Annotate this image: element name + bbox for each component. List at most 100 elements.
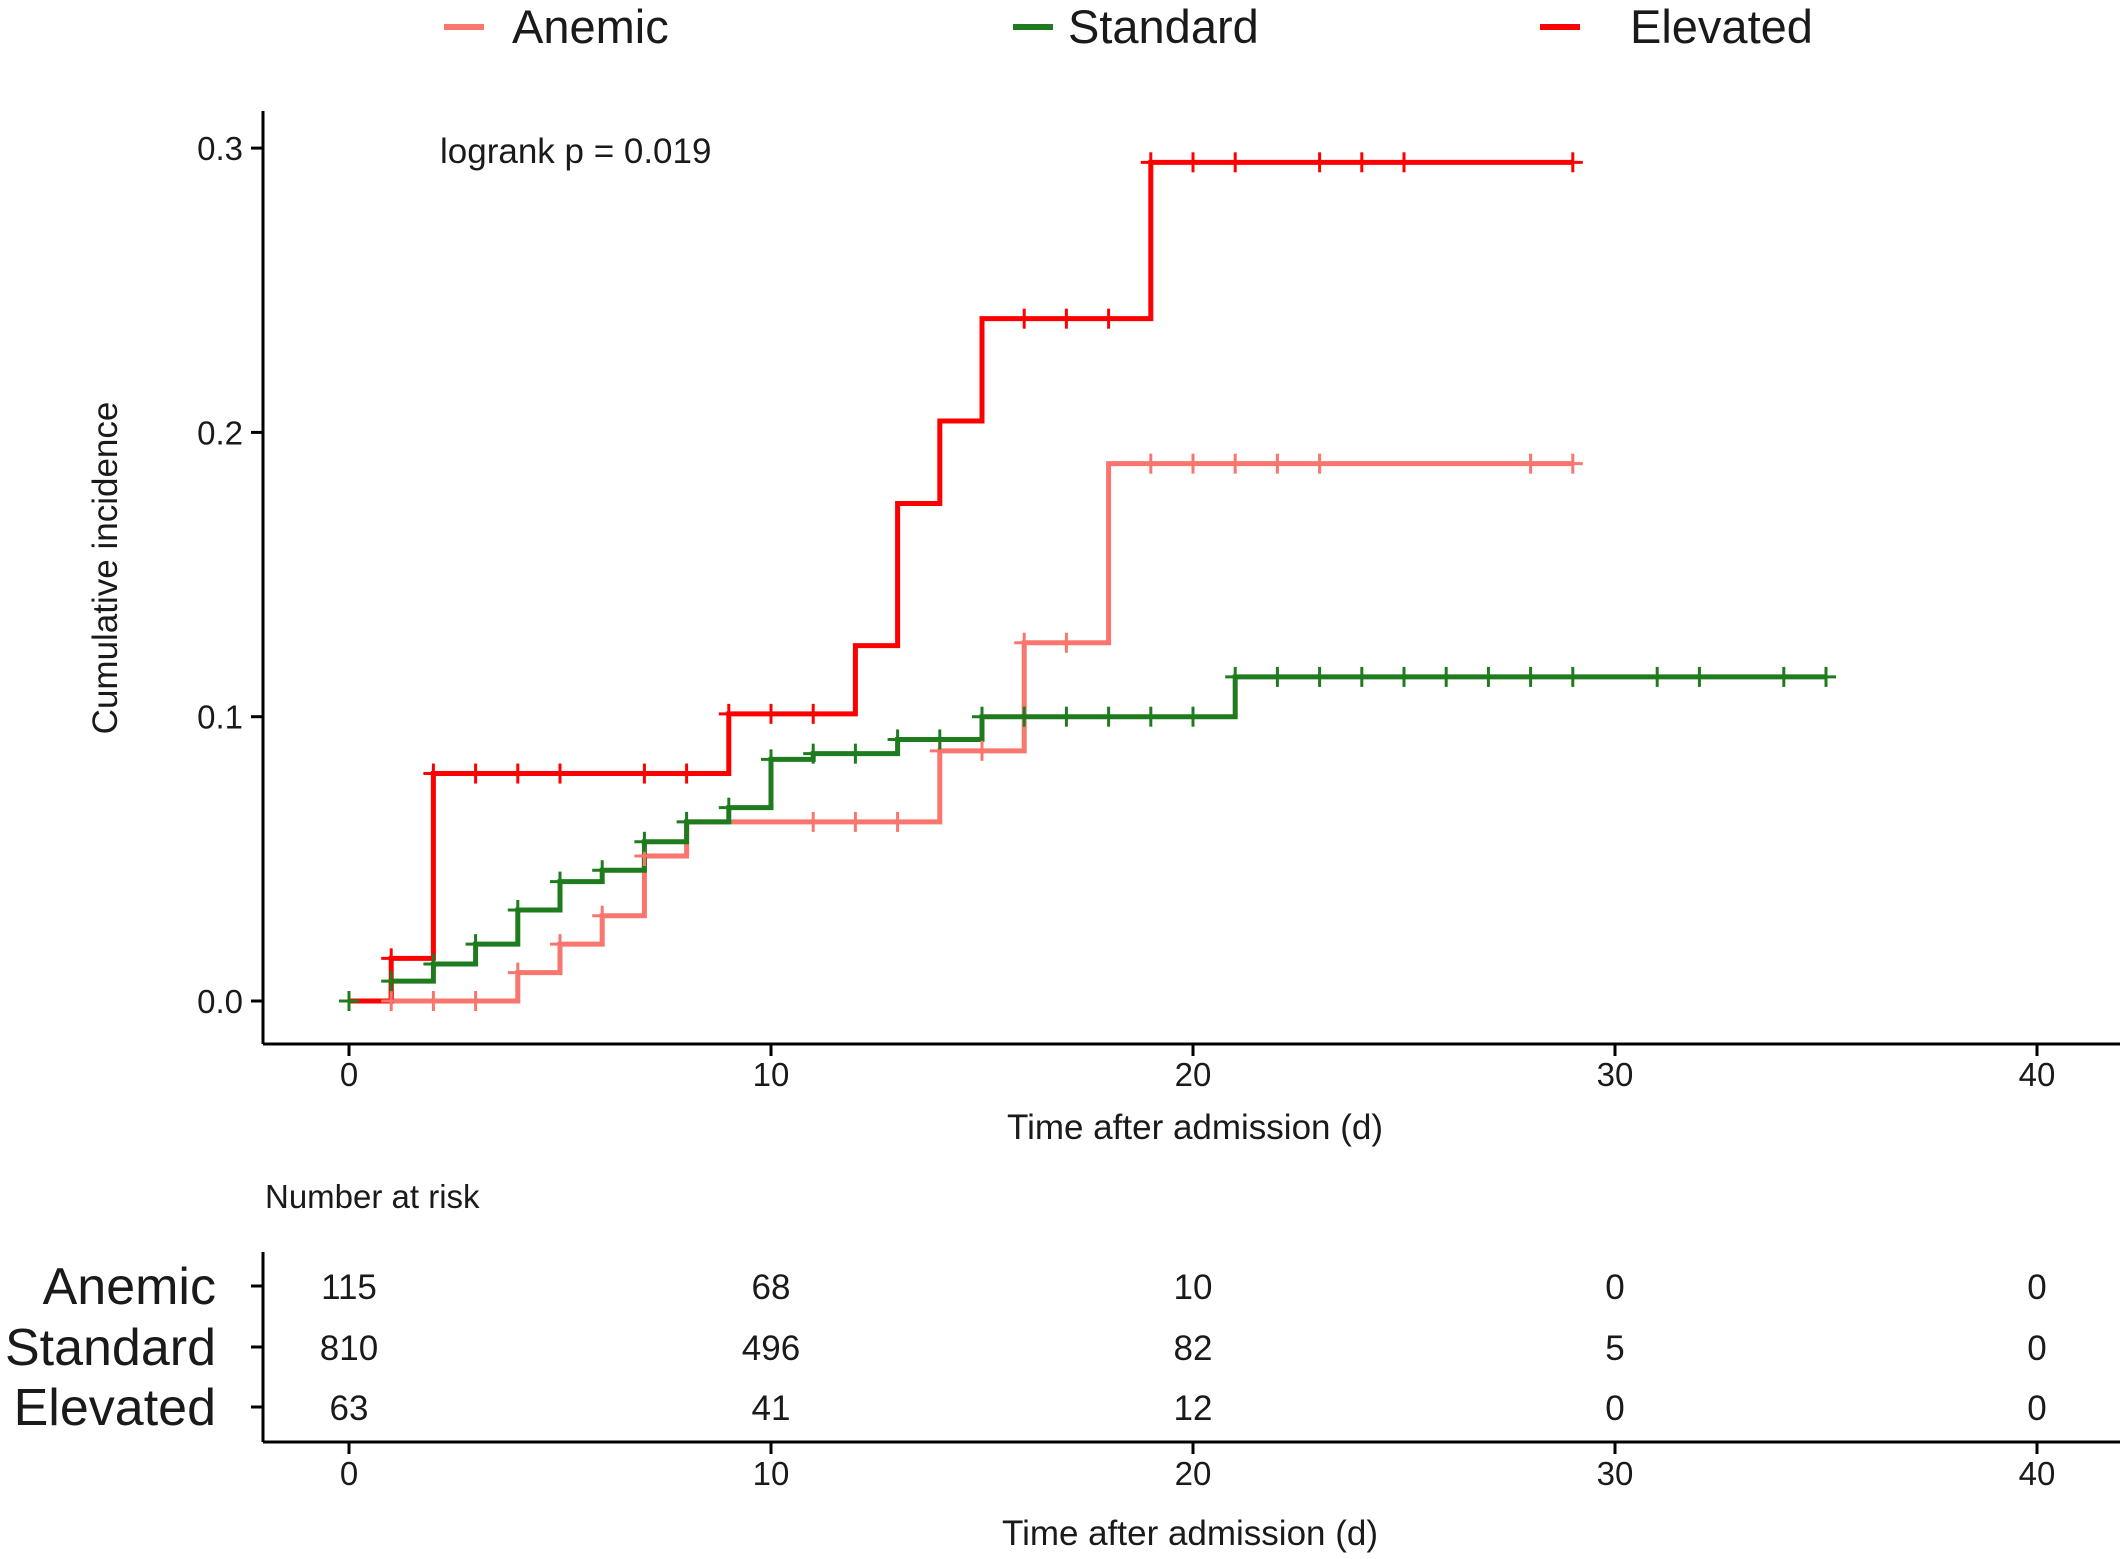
censor-mark-elevated xyxy=(1225,152,1246,173)
series-layer xyxy=(349,159,1826,1004)
risk-count-standard: 496 xyxy=(742,1329,800,1368)
y-tick-label: 0.3 xyxy=(197,130,243,167)
censor-mark-standard xyxy=(1140,706,1161,727)
censor-mark-standard xyxy=(1689,666,1710,687)
risk-count-elevated: 12 xyxy=(1174,1389,1213,1428)
censor-mark-elevated xyxy=(423,763,444,784)
risk-table-rows: Anemic 115 68 10 0 0 Standard 810 496 82 5 0 Elevate… xyxy=(5,1258,2047,1437)
risk-table-title: Number at risk xyxy=(265,1178,480,1215)
censor-mark-standard xyxy=(1351,666,1372,687)
censor-mark-anemic xyxy=(1056,632,1077,653)
x-tick-label: 0 xyxy=(340,1056,358,1093)
risk-x-tick-label: 30 xyxy=(1597,1455,1634,1492)
legend-label: Anemic xyxy=(512,0,669,53)
censor-mark-standard xyxy=(507,900,528,921)
censor-layer xyxy=(339,152,1836,1011)
series-line-anemic xyxy=(349,461,1573,1004)
censor-mark-anemic xyxy=(465,991,486,1011)
censor-mark-anemic xyxy=(592,905,613,926)
risk-x-tick-label: 10 xyxy=(753,1455,790,1492)
censor-mark-anemic xyxy=(1267,453,1288,474)
censor-mark-elevated xyxy=(1562,152,1583,173)
censor-mark-anemic xyxy=(972,740,992,761)
censor-mark-standard xyxy=(1014,706,1035,727)
risk-count-anemic: 0 xyxy=(2027,1268,2046,1307)
risk-count-standard: 0 xyxy=(2027,1329,2046,1368)
censor-mark-anemic xyxy=(550,934,570,955)
censor-mark-standard xyxy=(972,706,992,727)
legend-item-anemic: Anemic xyxy=(444,0,669,53)
main-axes: 0.0 0.1 0.2 0.3 0 10 20 30 40 xyxy=(197,111,2120,1093)
censor-mark-standard xyxy=(550,871,570,892)
censor-mark-anemic xyxy=(1520,453,1541,474)
censor-mark-standard xyxy=(718,797,739,818)
legend: Anemic Standard Elevated xyxy=(444,0,1813,53)
censor-mark-elevated xyxy=(803,703,824,724)
censor-mark-standard xyxy=(423,954,444,975)
risk-x-tick-label: 20 xyxy=(1175,1455,1212,1492)
censor-mark-standard xyxy=(1773,666,1794,687)
censor-mark-anemic xyxy=(507,962,528,983)
censor-mark-elevated xyxy=(1351,152,1372,173)
censor-mark-standard xyxy=(339,991,359,1011)
censor-mark-elevated xyxy=(676,763,697,784)
y-tick-label: 0.0 xyxy=(197,983,243,1020)
risk-count-elevated: 63 xyxy=(330,1389,369,1428)
risk-count-elevated: 41 xyxy=(752,1389,791,1428)
legend-label: Elevated xyxy=(1630,0,1813,53)
censor-mark-anemic xyxy=(803,811,824,832)
risk-x-tick-label: 0 xyxy=(340,1455,358,1492)
censor-mark-standard xyxy=(845,743,866,764)
risk-count-standard: 5 xyxy=(1605,1329,1624,1368)
censor-mark-standard xyxy=(634,831,655,852)
censor-mark-standard xyxy=(381,971,402,992)
censor-mark-standard xyxy=(1098,706,1119,727)
censor-mark-standard xyxy=(1183,706,1203,727)
logrank-annotation: logrank p = 0.019 xyxy=(440,132,711,171)
risk-row-label-standard: Standard xyxy=(5,1319,216,1377)
censor-mark-anemic xyxy=(1225,453,1246,474)
censor-mark-anemic xyxy=(1014,632,1035,653)
risk-count-anemic: 0 xyxy=(1605,1268,1624,1307)
censor-mark-standard xyxy=(1225,666,1246,687)
risk-x-tick-label: 40 xyxy=(2019,1455,2056,1492)
risk-count-elevated: 0 xyxy=(2027,1389,2046,1428)
series-line-elevated xyxy=(349,159,1573,1004)
risk-count-anemic: 115 xyxy=(321,1268,377,1307)
censor-mark-standard xyxy=(592,860,613,881)
y-axis-title: Cumulative incidence xyxy=(86,402,125,735)
censor-mark-standard xyxy=(1520,666,1541,687)
censor-mark-elevated xyxy=(1014,308,1035,329)
censor-mark-standard xyxy=(1267,666,1288,687)
censor-mark-standard xyxy=(761,749,781,770)
censor-mark-elevated xyxy=(381,948,402,969)
risk-table-axes: 0 10 20 30 40 xyxy=(251,1252,2120,1492)
censor-mark-anemic xyxy=(1183,453,1203,474)
risk-count-standard: 82 xyxy=(1174,1329,1213,1368)
censor-mark-anemic xyxy=(887,811,908,832)
series-line-standard xyxy=(349,674,1826,1004)
risk-table-x-axis-title: Time after admission (d) xyxy=(1002,1514,1378,1553)
censor-mark-elevated xyxy=(1309,152,1330,173)
censor-mark-elevated xyxy=(634,763,655,784)
risk-count-anemic: 68 xyxy=(752,1268,791,1307)
x-axis-title: Time after admission (d) xyxy=(1007,1108,1383,1147)
x-tick-label: 10 xyxy=(753,1056,790,1093)
y-tick-label: 0.2 xyxy=(197,414,243,451)
censor-mark-elevated xyxy=(507,763,528,784)
censor-mark-anemic xyxy=(423,991,444,1011)
censor-mark-elevated xyxy=(1098,308,1119,329)
censor-mark-standard xyxy=(1478,666,1499,687)
censor-mark-standard xyxy=(1309,666,1330,687)
censor-mark-anemic xyxy=(381,991,402,1011)
censor-mark-elevated xyxy=(1183,152,1203,173)
censor-mark-anemic xyxy=(1140,453,1161,474)
risk-count-anemic: 10 xyxy=(1174,1268,1213,1307)
risk-table: Number at risk 0 10 20 30 40 Anemic 115 68 10 0 0… xyxy=(5,1178,2120,1553)
censor-mark-standard xyxy=(1647,666,1668,687)
y-tick-label: 0.1 xyxy=(197,699,243,736)
legend-label: Standard xyxy=(1068,0,1259,53)
censor-mark-anemic xyxy=(845,811,866,832)
censor-mark-elevated xyxy=(1394,152,1414,173)
